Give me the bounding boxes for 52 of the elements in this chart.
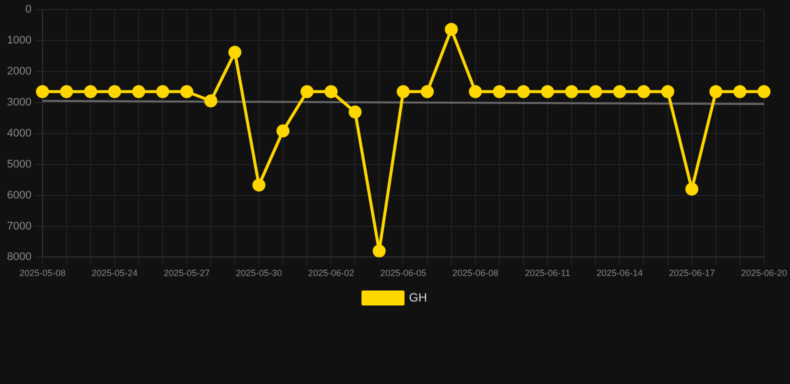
point xyxy=(36,85,49,98)
point xyxy=(661,85,674,98)
point xyxy=(541,85,554,98)
point xyxy=(324,85,338,98)
point xyxy=(276,124,290,138)
x-tick-label: 2025-06-05 xyxy=(380,268,426,278)
y-tick-label: 4000 xyxy=(6,127,32,140)
y-tick-label: 6000 xyxy=(6,189,32,202)
x-tick-label: 2025-06-08 xyxy=(452,268,498,278)
point xyxy=(300,85,314,98)
x-tick-label: 2025-05-24 xyxy=(92,268,138,278)
y-tick-label: 0 xyxy=(25,4,32,16)
point xyxy=(252,178,266,192)
point xyxy=(757,85,770,98)
x-tick-label: 2025-06-02 xyxy=(308,268,354,278)
point xyxy=(516,85,530,98)
point xyxy=(468,85,482,98)
point xyxy=(709,85,722,98)
point xyxy=(84,85,98,98)
point xyxy=(492,85,506,98)
x-tick-label: 2025-05-08 xyxy=(19,268,66,278)
point xyxy=(60,85,74,98)
y-tick-label: 3000 xyxy=(6,96,32,108)
point xyxy=(565,85,578,98)
point xyxy=(420,85,434,98)
point xyxy=(108,85,122,98)
x-tick-label: 2025-05-27 xyxy=(164,268,210,278)
point xyxy=(637,85,650,98)
point xyxy=(396,85,410,98)
x-tick-label: 2025-06-14 xyxy=(596,268,643,278)
y-tick-label: 1000 xyxy=(6,34,32,47)
y-tick-label: 5000 xyxy=(6,158,32,170)
x-tick-label: 2025-06-11 xyxy=(524,268,570,278)
point xyxy=(156,85,170,98)
x-tick-label: 2025-05-30 xyxy=(236,268,282,278)
y-tick-label: 2000 xyxy=(6,66,32,78)
x-tick-label: 2025-06-20 xyxy=(740,268,788,278)
point xyxy=(444,22,458,36)
point xyxy=(204,94,218,108)
legend-label: GH xyxy=(409,290,427,304)
point xyxy=(348,106,362,119)
y-tick-label: 8000 xyxy=(6,251,32,264)
point xyxy=(685,182,698,196)
point xyxy=(372,244,386,258)
y-tick-label: 7000 xyxy=(6,220,32,232)
point xyxy=(613,85,626,98)
x-tick-label: 2025-06-17 xyxy=(668,268,715,278)
point xyxy=(733,85,746,98)
point xyxy=(132,85,146,98)
point xyxy=(180,85,194,98)
point xyxy=(228,46,242,59)
point xyxy=(589,85,602,98)
